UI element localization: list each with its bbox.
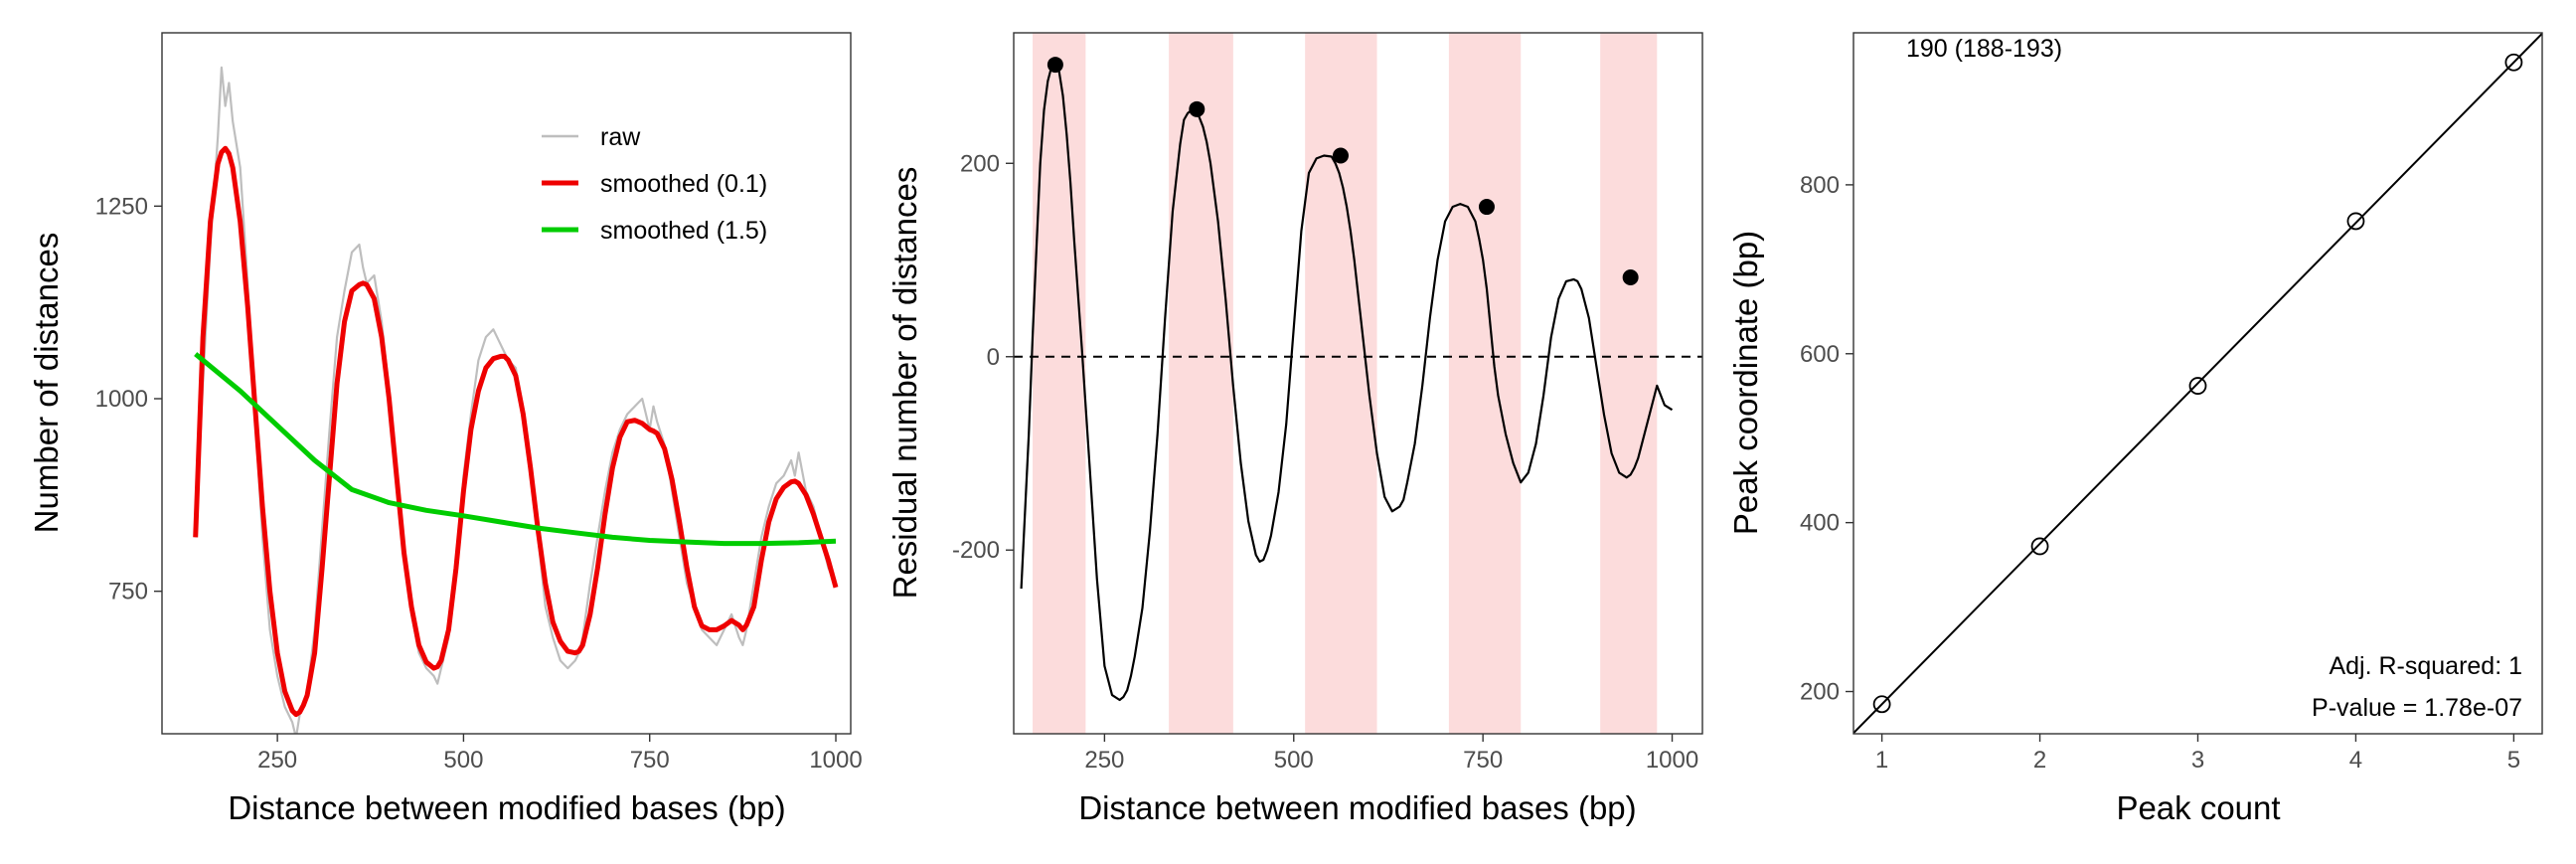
y-tick-label: -200 [952, 537, 1000, 564]
panel-2-x-title: Distance between modified bases (bp) [1078, 789, 1636, 826]
x-tick-label: 1 [1875, 747, 1888, 774]
peak-point [1478, 199, 1495, 216]
x-tick-label: 250 [257, 747, 297, 774]
y-tick-label: 1250 [95, 193, 148, 220]
panel-1-border [161, 32, 852, 735]
y-tick-label: 0 [987, 344, 1000, 371]
peak-coordinate-point [1872, 695, 1891, 714]
x-tick-label: 500 [1274, 747, 1314, 774]
peak-window-band [1169, 33, 1233, 734]
series-raw-line [194, 66, 837, 734]
x-tick-label: 500 [443, 747, 483, 774]
x-tick-label: 2 [2033, 747, 2046, 774]
x-tick-label: 750 [1463, 747, 1503, 774]
peak-coordinate-point [2188, 377, 2207, 395]
peak-coordinate-point [2346, 212, 2365, 231]
y-tick-label: 400 [1800, 510, 1840, 537]
y-tick-label: 750 [108, 579, 148, 605]
series-smoothed-0-1-line [193, 145, 839, 718]
residual-line [1020, 63, 1674, 702]
y-tick-label: 800 [1800, 172, 1840, 199]
legend-label-smoothed-0-1: smoothed (0.1) [600, 170, 767, 198]
panel-peak-regression: 1 2 3 4 5 200 400 600 800 190 (188-193) Adj. R-s… [1727, 32, 2543, 826]
x-tick-label: 3 [2191, 747, 2204, 774]
panel-3-y-title: Peak coordinate (bp) [1727, 231, 1764, 535]
peak-window-band [1033, 33, 1086, 734]
annotation-rsquared: Adj. R-squared: 1 [2329, 652, 2522, 680]
series-smoothed-1-5-line [194, 352, 837, 547]
panel-residuals: 250 500 750 1000 -200 0 200 Distance between m… [886, 32, 1703, 826]
legend-label-smoothed-1-5: smoothed (1.5) [600, 217, 767, 245]
peak-window-band [1600, 33, 1658, 734]
annotation-pvalue: P-value = 1.78e-07 [2312, 694, 2522, 722]
panel-3-x-title: Peak count [2116, 789, 2280, 826]
x-tick-label: 4 [2349, 747, 2362, 774]
y-tick-label: 200 [960, 150, 1000, 177]
peak-point [1046, 57, 1063, 74]
panel-2-border [1013, 32, 1703, 735]
panel-1-x-title: Distance between modified bases (bp) [228, 789, 785, 826]
peak-coordinate-point [2030, 537, 2049, 556]
x-tick-label: 250 [1084, 747, 1124, 774]
legend-label-raw: raw [600, 123, 641, 151]
x-tick-label: 1000 [809, 747, 862, 774]
x-tick-label: 5 [2507, 747, 2520, 774]
panel-2-y-title: Residual number of distances [886, 167, 923, 600]
regression-line [1853, 33, 2542, 734]
panel-1-y-title: Number of distances [28, 233, 65, 534]
annotation-slope: 190 (188-193) [1906, 35, 2062, 63]
x-tick-label: 1000 [1646, 747, 1698, 774]
panel-raw-smoothed: 250 500 750 1000 750 1000 1250 raw smoothed (0… [28, 32, 863, 826]
peak-point [1189, 100, 1206, 117]
peak-point [1622, 269, 1639, 286]
peak-coordinate-point [2504, 53, 2523, 72]
legend: raw smoothed (0.1) smoothed (1.5) [542, 123, 767, 245]
peak-window-band [1448, 33, 1522, 734]
y-tick-label: 200 [1800, 679, 1840, 706]
peak-window-band [1305, 33, 1377, 734]
x-tick-label: 750 [630, 747, 670, 774]
peak-point [1332, 147, 1349, 164]
y-tick-label: 1000 [95, 386, 148, 413]
y-tick-label: 600 [1800, 341, 1840, 368]
